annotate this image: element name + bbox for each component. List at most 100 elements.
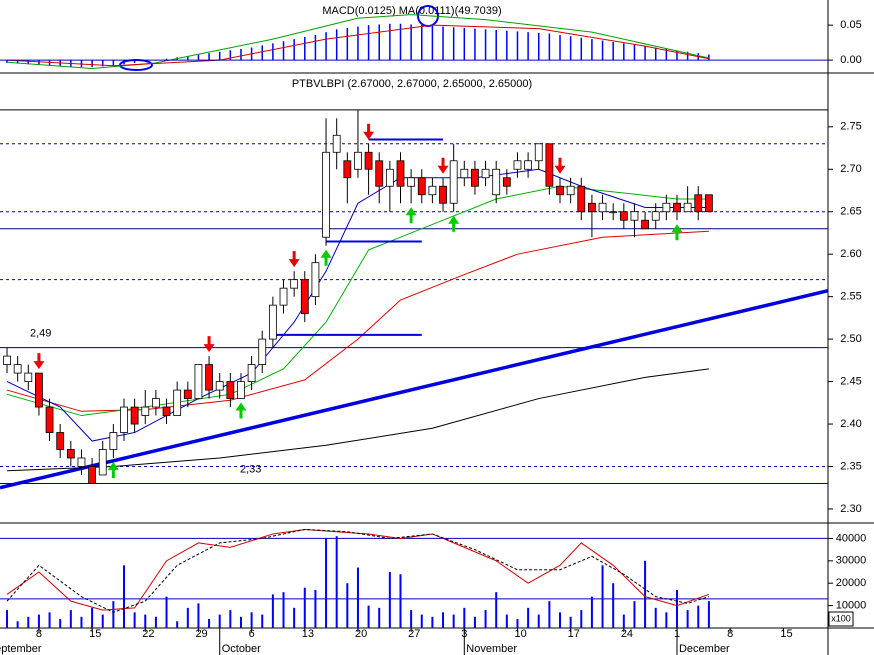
macd-bar	[410, 24, 412, 61]
y-tick-label: 40000	[836, 532, 867, 544]
y-tick-label: 2.55	[840, 291, 861, 303]
macd-bar	[442, 26, 444, 61]
macd-title: MACD(0.0125) MA(0.0111)(49.7039)	[322, 5, 501, 17]
macd-bar	[91, 60, 93, 68]
candle-body	[651, 211, 660, 221]
sell-arrow	[33, 353, 45, 370]
level-label: 2,49	[30, 328, 51, 340]
volume-bar	[601, 565, 604, 628]
x-tick-label: 27	[408, 628, 420, 640]
macd-bar	[644, 46, 646, 61]
volume-bar	[250, 612, 253, 628]
macd-bar	[559, 34, 561, 61]
sell-arrow	[554, 157, 566, 174]
candle-body	[417, 177, 426, 196]
macd-bar	[314, 34, 317, 61]
candle-body	[704, 194, 713, 213]
macd-bar	[197, 54, 200, 61]
macd-bar	[495, 30, 497, 61]
volume-bar	[229, 610, 232, 628]
buy-arrow	[320, 249, 332, 266]
candle-body	[694, 194, 703, 213]
volume-bar	[69, 610, 72, 628]
macd-bar	[133, 60, 136, 63]
x-tick-label: 29	[195, 628, 207, 640]
macd-bar	[516, 31, 519, 61]
x-tick-label: 10	[514, 628, 526, 640]
candle-body	[98, 449, 107, 476]
candle-body	[673, 202, 681, 213]
volume-bar	[59, 619, 62, 628]
macd-bar	[463, 27, 466, 61]
volume-bar	[208, 619, 211, 628]
macd-bar	[16, 60, 19, 64]
candle-body	[513, 160, 522, 170]
candle-body	[77, 457, 86, 467]
candle-body	[630, 211, 639, 221]
candle-body	[396, 160, 405, 187]
y-tick-label: 2.45	[840, 375, 861, 387]
moving-average	[6, 168, 709, 442]
level-label: 2,33	[240, 463, 261, 475]
volume-bar	[27, 616, 30, 628]
macd-bar	[654, 47, 657, 61]
volume-bar	[388, 572, 391, 628]
volume-bar	[580, 610, 583, 628]
candle-body	[311, 262, 320, 298]
candle-body	[215, 381, 224, 391]
buy-arrow	[405, 207, 417, 224]
candle-body	[545, 143, 554, 187]
candle-body	[162, 406, 171, 416]
volume-bar	[686, 610, 689, 628]
candle-body	[449, 160, 458, 204]
candle-body	[300, 279, 309, 315]
volume-bar	[218, 614, 221, 628]
macd-bar	[601, 40, 604, 61]
buy-arrow	[235, 402, 247, 419]
macd-bar	[389, 23, 391, 61]
volume-bar	[176, 621, 179, 628]
volume-bar	[378, 607, 381, 628]
candle-body	[481, 168, 490, 179]
macd-bar	[421, 25, 423, 61]
volume-bar	[622, 614, 625, 628]
candle-body	[385, 168, 394, 187]
volume-bar	[495, 592, 498, 628]
y-tick-label: 2.40	[840, 418, 861, 430]
moving-average	[6, 368, 709, 472]
volume-bar	[569, 616, 572, 628]
candle-body	[460, 168, 469, 179]
unit-box	[828, 611, 854, 627]
volume-bar	[16, 621, 19, 628]
volume-bar	[91, 607, 94, 628]
sell-arrow	[203, 336, 215, 353]
buy-arrow	[448, 215, 460, 232]
volume-bar	[6, 610, 9, 628]
buy-arrow	[107, 462, 119, 479]
volume-bar	[442, 612, 445, 628]
x-tick-label: 15	[780, 628, 792, 640]
candle-body	[3, 355, 11, 365]
month-label: September	[0, 643, 42, 655]
month-label: December	[679, 643, 730, 655]
candle-body	[683, 202, 692, 213]
x-tick-label: 6	[249, 628, 255, 640]
y-tick-label: 2.65	[840, 206, 861, 218]
volume-bar	[399, 574, 402, 628]
macd-bar	[165, 58, 168, 61]
volume-bar	[505, 614, 508, 628]
oscillator-line	[6, 528, 710, 613]
sell-arrow	[363, 123, 375, 140]
macd-bar	[527, 32, 529, 61]
macd-bar	[506, 30, 508, 61]
macd-bar	[261, 45, 263, 61]
candle-body	[35, 372, 43, 408]
macd-line	[6, 14, 710, 70]
macd-bar	[208, 53, 210, 61]
candle-body	[502, 177, 511, 187]
candle-body	[226, 381, 235, 399]
volume-bar	[473, 616, 476, 628]
volume-bar	[367, 605, 370, 628]
